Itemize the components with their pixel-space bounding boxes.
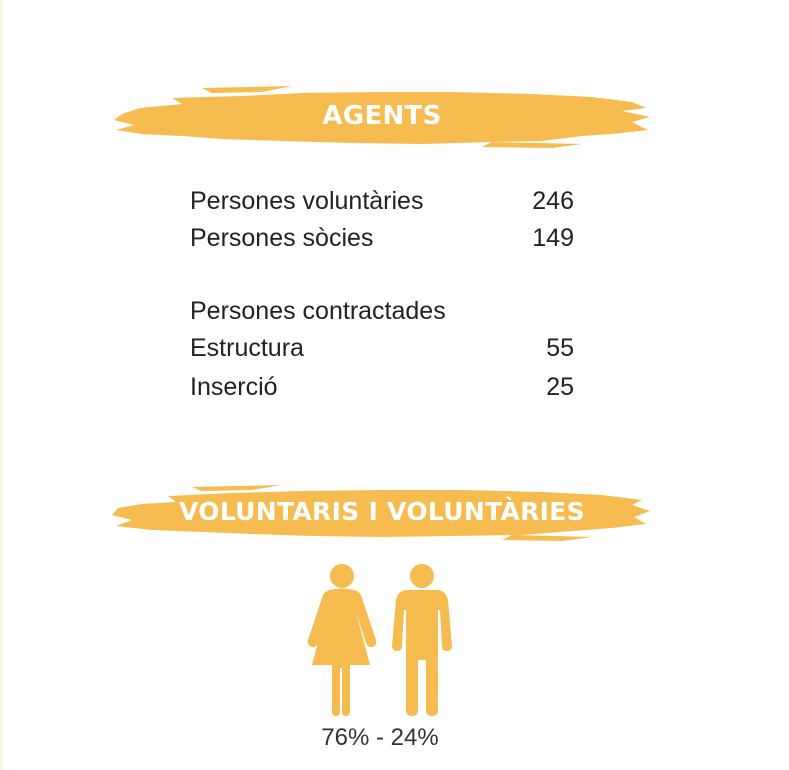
- contracted-row-insertion: Inserció 25: [190, 370, 574, 404]
- agents-row-members: Persones sòcies 149: [190, 221, 574, 255]
- gender-percent-caption: 76% - 24%: [321, 724, 439, 751]
- row-label: Persones sòcies: [190, 224, 374, 252]
- female-figure-icon: [307, 564, 377, 716]
- brush-stroke-shape: [112, 485, 650, 541]
- row-value: 149: [532, 224, 574, 252]
- contracted-heading-row: Persones contractades: [190, 294, 574, 328]
- agents-row-volunteers: Persones voluntàries 246: [190, 184, 574, 218]
- brush-stroke-shape: [114, 86, 650, 148]
- gender-figures: [307, 564, 452, 716]
- row-value: 246: [532, 187, 574, 215]
- volunteers-banner: VOLUNTARIS I VOLUNTÀRIES: [112, 484, 652, 544]
- contracted-heading: Persones contractades: [190, 297, 446, 325]
- male-figure-icon: [392, 564, 452, 716]
- row-value: 25: [546, 373, 574, 401]
- volunteers-banner-title: VOLUNTARIS I VOLUNTÀRIES: [179, 497, 585, 526]
- row-label: Inserció: [190, 373, 278, 401]
- row-label: Estructura: [190, 334, 304, 362]
- row-value: 55: [546, 334, 574, 362]
- page-edge-strip: [0, 0, 3, 770]
- agents-banner: AGENTS: [112, 84, 652, 150]
- row-label: Persones voluntàries: [190, 187, 424, 215]
- contracted-row-structure: Estructura 55: [190, 331, 574, 365]
- agents-banner-title: AGENTS: [322, 101, 442, 131]
